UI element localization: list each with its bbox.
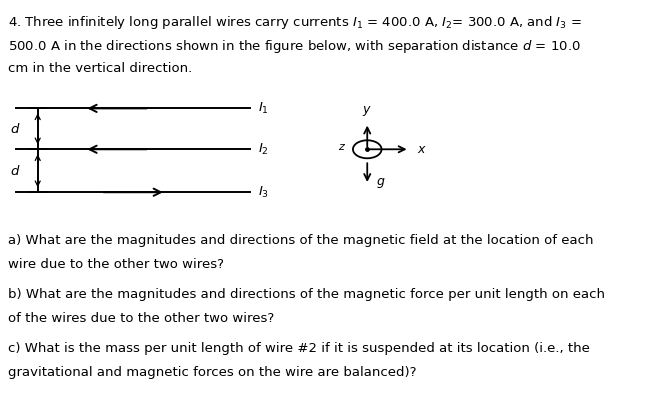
Text: $g$: $g$ <box>376 176 385 190</box>
Text: $I_3$: $I_3$ <box>258 185 269 200</box>
Text: $I_1$: $I_1$ <box>258 101 269 116</box>
Text: gravitational and magnetic forces on the wire are balanced)?: gravitational and magnetic forces on the… <box>8 366 417 379</box>
Text: wire due to the other two wires?: wire due to the other two wires? <box>8 258 224 271</box>
Text: $I_2$: $I_2$ <box>258 142 269 157</box>
Text: a) What are the magnitudes and directions of the magnetic field at the location : a) What are the magnitudes and direction… <box>8 234 594 247</box>
Text: 4. Three infinitely long parallel wires carry currents $\mathit{I}_1$ = 400.0 A,: 4. Three infinitely long parallel wires … <box>8 14 582 31</box>
Text: $x$: $x$ <box>417 143 427 156</box>
Text: 500.0 A in the directions shown in the figure below, with separation distance $\: 500.0 A in the directions shown in the f… <box>8 38 581 55</box>
Text: of the wires due to the other two wires?: of the wires due to the other two wires? <box>8 312 275 325</box>
Text: $d$: $d$ <box>10 164 21 178</box>
Text: $y$: $y$ <box>362 104 372 118</box>
Text: c) What is the mass per unit length of wire #2 if it is suspended at its locatio: c) What is the mass per unit length of w… <box>8 342 590 355</box>
Text: cm in the vertical direction.: cm in the vertical direction. <box>8 62 192 75</box>
Text: $d$: $d$ <box>10 122 21 136</box>
Text: $z$: $z$ <box>339 142 346 152</box>
Text: b) What are the magnitudes and directions of the magnetic force per unit length : b) What are the magnitudes and direction… <box>8 288 605 301</box>
